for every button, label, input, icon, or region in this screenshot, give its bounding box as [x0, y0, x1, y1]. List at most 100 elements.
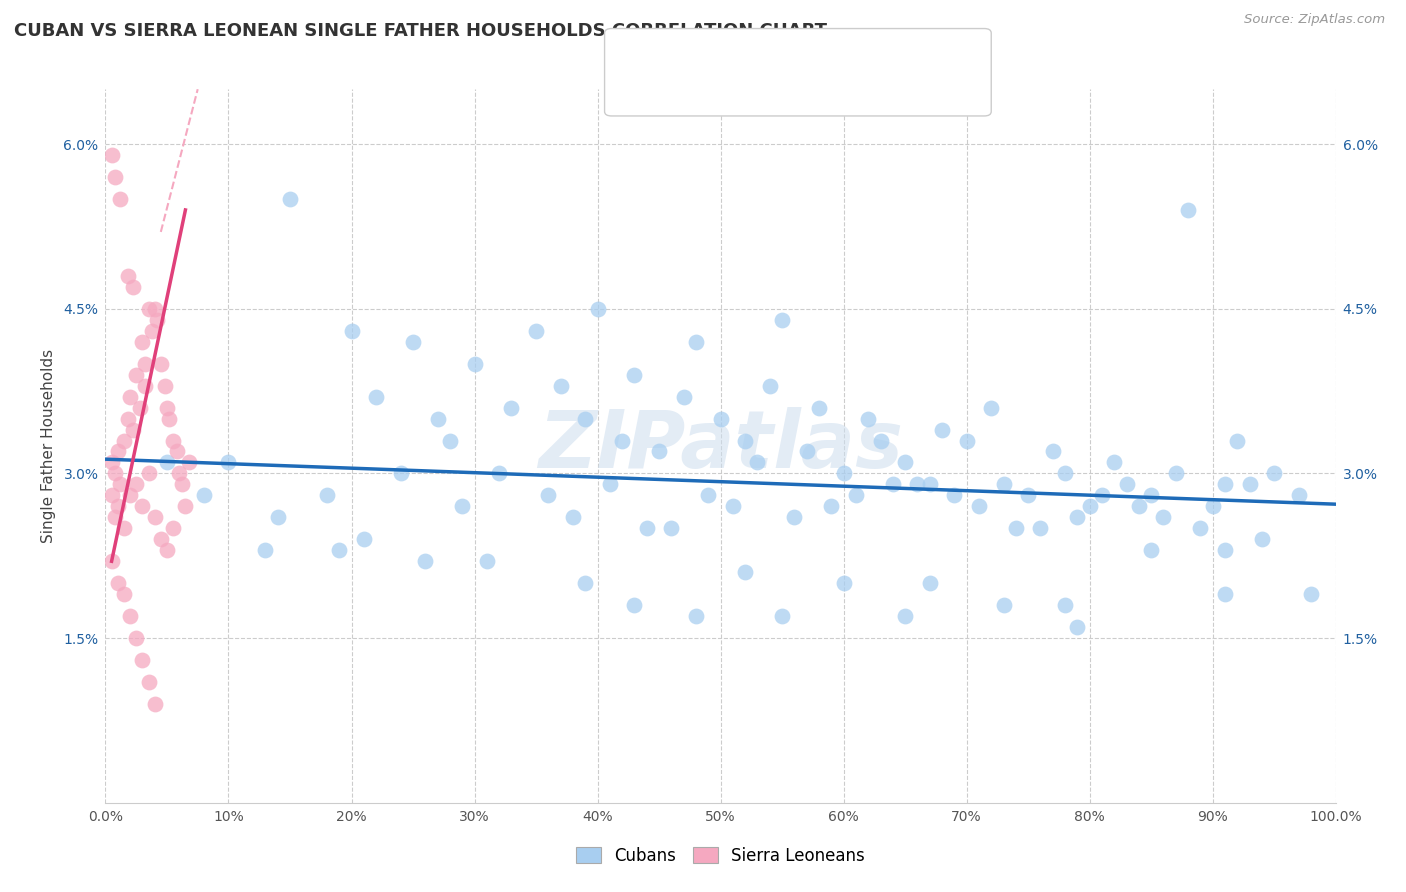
- Point: [721, 500, 744, 514]
- Point: [672, 390, 695, 404]
- Point: [315, 488, 337, 502]
- Point: [389, 467, 412, 481]
- Point: [162, 434, 184, 448]
- Point: [278, 192, 301, 206]
- Point: [120, 488, 141, 502]
- Point: [636, 521, 658, 535]
- Point: [328, 543, 350, 558]
- Point: [661, 521, 683, 535]
- Point: [169, 467, 191, 481]
- Point: [100, 148, 122, 162]
- Point: [131, 500, 153, 514]
- Point: [366, 390, 388, 404]
- Point: [174, 500, 197, 514]
- Point: [524, 324, 547, 338]
- Text: Source: ZipAtlas.com: Source: ZipAtlas.com: [1244, 13, 1385, 27]
- Point: [464, 357, 486, 371]
- Point: [112, 587, 135, 601]
- Point: [1042, 444, 1064, 458]
- Point: [869, 434, 891, 448]
- Point: [193, 488, 215, 502]
- Point: [820, 500, 842, 514]
- Point: [586, 301, 609, 316]
- Point: [488, 467, 510, 481]
- Point: [340, 324, 363, 338]
- FancyBboxPatch shape: [621, 41, 654, 68]
- Point: [254, 543, 277, 558]
- Point: [267, 510, 290, 524]
- Point: [956, 434, 979, 448]
- Point: [1201, 500, 1223, 514]
- Point: [537, 488, 560, 502]
- Point: [153, 378, 176, 392]
- Point: [980, 401, 1002, 415]
- Point: [1128, 500, 1150, 514]
- Point: [1004, 521, 1026, 535]
- Point: [858, 411, 880, 425]
- Point: [882, 477, 904, 491]
- Point: [1054, 467, 1077, 481]
- Point: [134, 357, 156, 371]
- Point: [120, 609, 141, 624]
- Point: [179, 455, 201, 469]
- Point: [138, 675, 160, 690]
- Point: [120, 390, 141, 404]
- Point: [770, 312, 793, 326]
- Point: [107, 500, 129, 514]
- Point: [110, 477, 132, 491]
- Point: [918, 576, 941, 591]
- Point: [770, 609, 793, 624]
- Point: [967, 500, 990, 514]
- Point: [734, 434, 756, 448]
- Point: [100, 488, 122, 502]
- Point: [685, 609, 707, 624]
- Point: [894, 455, 917, 469]
- Point: [1251, 533, 1274, 547]
- Point: [1177, 202, 1199, 217]
- Point: [599, 477, 621, 491]
- Point: [100, 455, 122, 469]
- Point: [112, 521, 135, 535]
- Point: [832, 576, 855, 591]
- Point: [931, 423, 953, 437]
- Point: [807, 401, 830, 415]
- Point: [832, 467, 855, 481]
- Point: [1078, 500, 1101, 514]
- Point: [710, 411, 733, 425]
- Text: N =: N =: [834, 45, 873, 63]
- Point: [501, 401, 523, 415]
- Point: [451, 500, 474, 514]
- Point: [562, 510, 585, 524]
- Point: [218, 455, 240, 469]
- Point: [574, 411, 596, 425]
- Point: [1213, 543, 1236, 558]
- Text: 0.544: 0.544: [725, 79, 780, 97]
- Point: [783, 510, 806, 524]
- Point: [138, 467, 160, 481]
- Text: ZIPatlas: ZIPatlas: [538, 407, 903, 485]
- Point: [143, 697, 166, 711]
- Point: [131, 334, 153, 349]
- Point: [918, 477, 941, 491]
- Point: [117, 411, 139, 425]
- Point: [149, 533, 172, 547]
- Text: CUBAN VS SIERRA LEONEAN SINGLE FATHER HOUSEHOLDS CORRELATION CHART: CUBAN VS SIERRA LEONEAN SINGLE FATHER HO…: [14, 22, 827, 40]
- Point: [475, 554, 498, 568]
- Point: [110, 192, 132, 206]
- Point: [894, 609, 917, 624]
- Point: [1213, 587, 1236, 601]
- Point: [747, 455, 769, 469]
- Point: [149, 357, 172, 371]
- Point: [156, 543, 179, 558]
- Point: [162, 521, 184, 535]
- Point: [156, 401, 179, 415]
- Point: [104, 467, 127, 481]
- Point: [1263, 467, 1285, 481]
- Point: [796, 444, 818, 458]
- Point: [1029, 521, 1052, 535]
- FancyBboxPatch shape: [621, 74, 654, 102]
- Point: [104, 510, 127, 524]
- Point: [612, 434, 634, 448]
- Text: R =: R =: [668, 79, 706, 97]
- Point: [166, 444, 188, 458]
